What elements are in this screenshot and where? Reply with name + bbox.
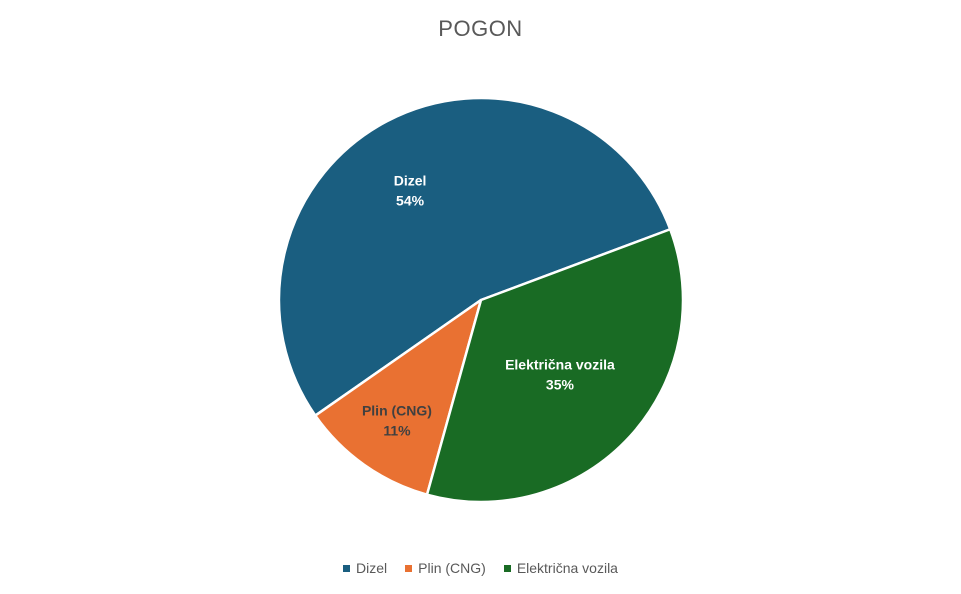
slice-label-name-plin-cng: Plin (CNG)	[362, 403, 432, 419]
legend-item-dizel[interactable]: Dizel	[343, 560, 387, 576]
legend-swatch-elektricna-vozila	[503, 564, 511, 572]
legend-label-elektricna-vozila: Električna vozila	[516, 560, 618, 576]
slice-label-value-plin-cng: 11%	[383, 423, 411, 439]
legend-item-plin-cng[interactable]: Plin (CNG)	[405, 560, 486, 576]
legend-swatch-plin-cng	[405, 564, 413, 572]
pie-slice-dizel[interactable]	[277, 96, 672, 417]
slice-label-name-elektricna-vozila: Električna vozila	[505, 356, 615, 372]
slice-label-value-elektricna-vozila: 35%	[546, 376, 575, 392]
slice-label-name-dizel: Dizel	[394, 173, 427, 189]
chart-legend: Dizel Plin (CNG) Električna vozila	[0, 560, 961, 576]
legend-label-dizel: Dizel	[356, 560, 388, 576]
slice-label-value-dizel: 54%	[396, 193, 425, 209]
legend-swatch-dizel	[343, 564, 351, 572]
legend-item-elektricna-vozila[interactable]: Električna vozila	[503, 560, 618, 576]
chart-title: POGON	[438, 16, 523, 41]
pie-slice-elektricna-vozila[interactable]	[425, 228, 685, 504]
legend-label-plin-cng: Plin (CNG)	[418, 560, 486, 576]
